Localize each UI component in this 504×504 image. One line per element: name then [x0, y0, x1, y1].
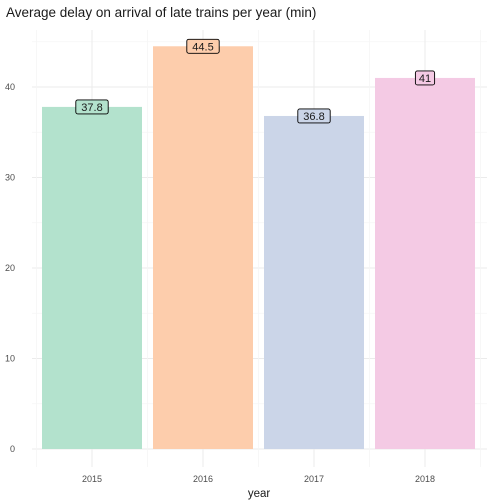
value-label-2015: 37.8 — [75, 99, 109, 115]
bar-2015 — [42, 106, 142, 449]
bar-2018 — [375, 77, 475, 449]
x-tick-label: 2015 — [82, 474, 102, 484]
value-label-text: 44.5 — [192, 41, 213, 53]
x-tick-label: 2016 — [193, 474, 213, 484]
y-axis-ticks: 0 10 20 30 40 — [5, 82, 15, 454]
value-label-box — [297, 108, 331, 124]
y-tick-label: 40 — [5, 82, 15, 92]
value-label-2017: 36.8 — [297, 108, 331, 124]
bar-2017 — [264, 115, 364, 450]
value-label-2018: 41 — [414, 70, 436, 86]
y-tick-label: 30 — [5, 173, 15, 183]
value-label-box — [414, 70, 436, 86]
value-label-2016: 44.5 — [186, 38, 220, 54]
value-label-box — [186, 38, 220, 54]
chart-title: Average delay on arrival of late trains … — [6, 5, 316, 20]
x-tick-label: 2018 — [415, 474, 435, 484]
y-tick-label: 20 — [5, 263, 15, 273]
y-tick-label: 10 — [5, 354, 15, 364]
y-tick-label: 0 — [10, 444, 15, 454]
bars — [42, 46, 475, 450]
value-labels: 37.8 44.5 36.8 41 — [75, 38, 436, 124]
bar-2016 — [153, 46, 253, 450]
x-axis-title: year — [248, 488, 271, 500]
value-label-text: 36.8 — [303, 111, 324, 123]
value-label-box — [75, 99, 109, 115]
x-tick-label: 2017 — [304, 474, 324, 484]
x-axis-ticks: 2015 2016 2017 2018 — [82, 474, 435, 484]
value-label-text: 41 — [419, 73, 431, 85]
value-label-text: 37.8 — [81, 102, 102, 114]
